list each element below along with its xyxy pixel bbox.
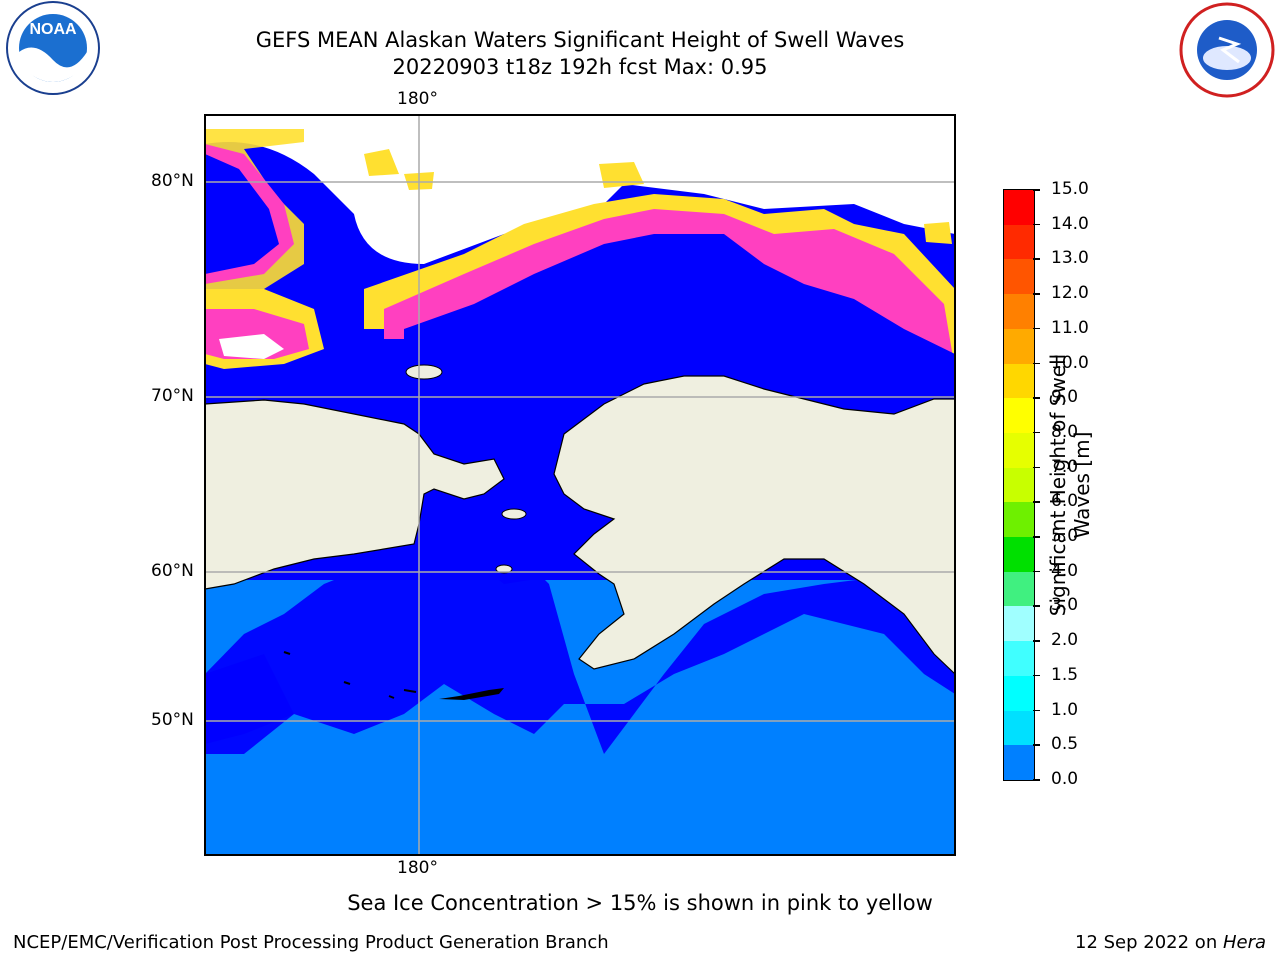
footer-date-text: 12 Sep 2022 on: [1075, 932, 1223, 953]
colorbar-tick-mark: [1033, 362, 1040, 365]
colorbar-tick-mark: [1033, 674, 1040, 677]
colorbar-tick-label: 8.0: [1051, 421, 1079, 442]
colorbar-tick-label: 3.0: [1051, 595, 1079, 616]
colorbar-tick-mark: [1033, 779, 1040, 781]
ice-free-white-region: [205, 115, 955, 264]
colorbar-segment: [1004, 571, 1034, 607]
colorbar-segment: [1004, 606, 1034, 642]
colorbar-segment: [1004, 190, 1034, 226]
colorbar-tick-mark: [1033, 223, 1040, 226]
colorbar-segment: [1004, 328, 1034, 365]
chart-title: GEFS MEAN Alaskan Waters Significant Hei…: [255, 28, 905, 52]
noaa-logo: NOAA: [6, 1, 100, 95]
colorbar-tick-mark: [1033, 466, 1040, 469]
colorbar-segment: [1004, 675, 1034, 712]
colorbar-tick-mark: [1033, 709, 1040, 712]
colorbar-segment: [1004, 294, 1034, 330]
colorbar-tick-label: 0.5: [1051, 734, 1079, 755]
colorbar-segment: [1004, 710, 1034, 746]
colorbar: [1003, 189, 1035, 781]
colorbar-tick-mark: [1033, 397, 1040, 399]
colorbar-tick-mark: [1033, 744, 1040, 746]
colorbar-tick-mark: [1033, 189, 1040, 191]
colorbar-tick-mark: [1033, 570, 1040, 573]
colorbar-tick-label: 15.0: [1051, 179, 1089, 199]
colorbar-tick-label: 11.0: [1051, 317, 1089, 338]
colorbar-tick-label: 6.0: [1051, 491, 1079, 512]
lat-label-60: 60°N: [151, 561, 194, 581]
colorbar-segment: [1004, 745, 1034, 781]
colorbar-segment: [1004, 502, 1034, 538]
colorbar-segment: [1004, 432, 1034, 469]
colorbar-segment: [1004, 641, 1034, 677]
colorbar-tick-label: 7.0: [1051, 456, 1079, 477]
lon-label-bottom: 180°: [397, 858, 438, 878]
colorbar-tick-label: 12.0: [1051, 283, 1089, 304]
colorbar-tick-mark: [1033, 327, 1040, 330]
colorbar-tick-mark: [1033, 501, 1040, 503]
colorbar-segment: [1004, 467, 1034, 503]
colorbar-tick-label: 1.5: [1051, 664, 1079, 685]
colorbar-tick-mark: [1033, 431, 1040, 434]
colorbar-tick-label: 4.0: [1051, 560, 1079, 581]
colorbar-tick-label: 9.0: [1051, 387, 1079, 408]
chart-subtitle: 20220903 t18z 192h fcst Max: 0.95: [392, 55, 768, 79]
colorbar-tick-label: 2.0: [1051, 630, 1079, 651]
footer-date: 12 Sep 2022 on Hera: [1075, 932, 1266, 953]
colorbar-segment: [1004, 537, 1034, 573]
map-panel: [204, 114, 956, 856]
colorbar-segment: [1004, 224, 1034, 260]
colorbar-tick-mark: [1033, 605, 1040, 607]
colorbar-tick-label: 10.0: [1051, 352, 1089, 373]
colorbar-ticks: 15.0 14.0 13.0 12.0 11.0 10.0 9.0 8.0 7.0 6.0 5.0 4…: [1033, 179, 1093, 789]
colorbar-segment: [1004, 398, 1034, 434]
lat-label-80: 80°N: [151, 171, 194, 191]
sea-ice-pink: [384, 209, 955, 369]
nws-logo: [1179, 2, 1275, 98]
colorbar-tick-label: 0.0: [1051, 769, 1079, 789]
lat-label-50: 50°N: [151, 710, 194, 730]
colorbar-segment: [1004, 259, 1034, 295]
colorbar-tick-mark: [1033, 536, 1040, 538]
colorbar-label: Significant Height of Swell Waves [m]: [1046, 353, 1094, 617]
colorbar-tick-mark: [1033, 293, 1040, 295]
footer-host: Hera: [1222, 932, 1266, 953]
footer-branch: NCEP/EMC/Verification Post Processing Pr…: [13, 932, 609, 953]
colorbar-tick-label: 1.0: [1051, 699, 1079, 720]
colorbar-segment: [1004, 363, 1034, 399]
noaa-logo-text: NOAA: [29, 21, 77, 38]
shelf-low-swell: [205, 544, 955, 754]
sea-ice-note: Sea Ice Concentration > 15% is shown in …: [347, 891, 933, 915]
lat-label-70: 70°N: [151, 386, 194, 406]
colorbar-tick-mark: [1033, 258, 1040, 260]
land-siberia: [204, 399, 505, 590]
lon-label-top: 180°: [397, 89, 438, 109]
colorbar-tick-mark: [1033, 640, 1040, 642]
colorbar-tick-label: 14.0: [1051, 213, 1089, 234]
colorbar-tick-label: 13.0: [1051, 248, 1089, 269]
colorbar-tick-label: 5.0: [1051, 526, 1079, 547]
